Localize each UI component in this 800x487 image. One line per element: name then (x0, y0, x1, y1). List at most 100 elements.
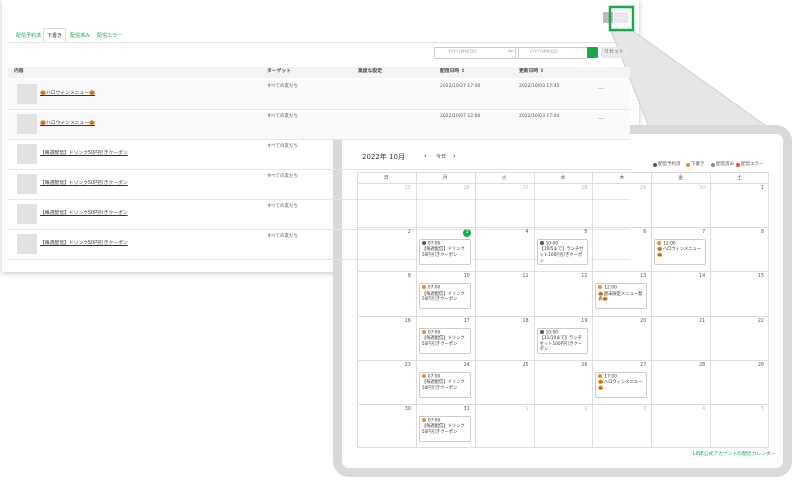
day-number: 25 (522, 362, 529, 368)
day-number: 26 (463, 186, 470, 191)
legend-dot (736, 163, 740, 167)
calendar-event[interactable]: 07:00 【毎週配信】ドリンク50円引きクーポン (418, 283, 471, 310)
tab[interactable]: 配信エラー (97, 33, 123, 39)
row-separator (8, 169, 630, 170)
search-button[interactable] (587, 47, 598, 58)
event-title: 【毎週配信】ドリンク50円引きクーポン (421, 247, 465, 259)
table-header-bg (8, 67, 630, 78)
day-number: 4 (525, 230, 529, 236)
day-number: 30 (404, 407, 411, 412)
calendar-event[interactable]: 10:00 【10/5まで】ランチセット100円引きクーポン (536, 239, 589, 266)
grid-line (533, 172, 535, 449)
weekday-label: 水 (560, 175, 566, 181)
event-status-dot (421, 329, 426, 334)
legend-label: 配信済み (716, 162, 734, 167)
date-input[interactable]: YYYY/MM/DD (515, 47, 588, 59)
cell-text: すべての友だち (267, 144, 299, 149)
day-number: 16 (404, 318, 411, 324)
cell-text: 2022/10/03 17:44 (519, 114, 560, 119)
calendar-event[interactable]: 12:00 🎃週末限定メニュー発表🎃 (595, 283, 648, 310)
day-number: 3 (465, 230, 469, 236)
thumbnail (17, 234, 37, 254)
tab-underline (8, 42, 630, 43)
calendar-view-icon[interactable] (614, 12, 628, 23)
message-title[interactable]: 🎃ハロウィンメニュー🎃 (40, 91, 95, 96)
event-time: 07:00 (427, 418, 441, 424)
calendar-event[interactable]: 07:00 【毎週配信】ドリンク50円引きクーポン (418, 416, 471, 442)
day-number: 29 (757, 362, 764, 368)
calendar-title: 2022年 10月 (362, 153, 405, 161)
prev-button[interactable]: ‹ (424, 152, 427, 160)
event-status-dot (598, 373, 603, 378)
next-button[interactable]: › (453, 152, 456, 160)
footer-link[interactable]: LINE公式アカウントの配信カレンダー (693, 452, 776, 457)
day-number: 22 (757, 318, 764, 324)
legend-label: 下書き (691, 162, 705, 167)
zoom-connector (610, 30, 788, 141)
message-title[interactable]: 🎃ハロウィンメニュー🎃 (40, 121, 95, 126)
event-status-dot (421, 373, 426, 378)
calendar-event[interactable]: 07:00 【毎週配信】ドリンク50円引きクーポン (418, 327, 471, 354)
today-button[interactable]: 今日 (436, 154, 447, 160)
weekday-label: 金 (678, 175, 684, 181)
day-number: 1 (760, 186, 764, 191)
event-title: 【毎週配信】ドリンク50円引きクーポン (421, 291, 465, 303)
more-button[interactable]: … (598, 84, 604, 91)
day-number: 3 (643, 407, 647, 412)
message-title[interactable]: 【毎週配信】ドリンク50円引きクーポン (40, 151, 128, 156)
day-number: 15 (757, 274, 764, 280)
day-number: 14 (699, 274, 706, 280)
cell-text: 2022/10/07 12:00 (440, 114, 481, 119)
calendar-event[interactable]: 07:00 【毎週配信】ドリンク50円引きクーポン (418, 239, 471, 266)
calendar-event[interactable]: 17:00 🎃ハロウィンメニュー🎃 (595, 371, 648, 398)
day-number: 8 (760, 230, 764, 236)
cell-text: 2022/10/03 17:45 (519, 84, 560, 89)
event-time: 07:00 (427, 374, 441, 380)
event-title: 【毎週配信】ドリンク50円引きクーポン (421, 424, 465, 436)
event-status-dot (421, 241, 426, 246)
day-number: 12 (581, 274, 588, 280)
event-status-dot (657, 241, 662, 246)
event-time-row: 10:00 (539, 241, 586, 247)
more-button[interactable]: … (598, 114, 604, 121)
day-number: 19 (581, 318, 588, 324)
calendar-event[interactable]: 10:00 【11/19まで】ランチセット100円引きクーポン (536, 327, 589, 354)
grid-line (357, 404, 769, 405)
message-title[interactable]: 【毎週配信】ドリンク50円引きクーポン (40, 211, 128, 216)
message-title[interactable]: 【毎週配信】ドリンク50円引きクーポン (40, 181, 128, 186)
row-separator (8, 109, 630, 110)
calendar-event[interactable]: 12:00 🎃ハロウィンメニュー🎃 (654, 239, 707, 266)
tab[interactable]: 配信済み (70, 33, 91, 39)
day-number: 4 (702, 407, 706, 412)
list-view-icon (603, 12, 613, 23)
tab[interactable]: 下書き (43, 28, 67, 43)
message-title[interactable]: 【毎週配信】ドリンク50円引きクーポン (40, 241, 128, 246)
thumbnail (17, 204, 37, 224)
legend-dot (711, 163, 715, 167)
event-time: 10:00 (545, 241, 558, 247)
date-input[interactable]: YYYY/MM/DD (434, 47, 519, 59)
event-time-row: 12:00 (598, 285, 644, 291)
legend-label: 配信予約済 (658, 162, 681, 167)
calendar-event[interactable]: 07:00 【毎週配信】ドリンク50円引きクーポン (418, 371, 471, 398)
day-number: 18 (522, 318, 529, 324)
grid-line (592, 172, 594, 449)
day-number: 5 (584, 230, 588, 236)
cell-text: すべての友だち (267, 204, 299, 209)
legend-label: 配信エラー (741, 162, 764, 167)
event-time-row: 07:00 (421, 241, 468, 247)
reset-button[interactable]: リセット (601, 47, 627, 58)
row-separator (8, 139, 630, 140)
day-number: 6 (643, 230, 647, 236)
grid-line (651, 172, 653, 449)
weekday-label: 土 (737, 175, 743, 181)
event-status-dot (539, 241, 544, 246)
event-time: 07:00 (427, 285, 441, 291)
thumbnail (17, 174, 37, 194)
tab[interactable]: 配信予約済 (16, 33, 42, 39)
event-title: 🎃週末限定メニュー発表🎃 (598, 291, 643, 303)
day-number: 5 (760, 407, 764, 412)
day-number: 11 (522, 274, 529, 280)
